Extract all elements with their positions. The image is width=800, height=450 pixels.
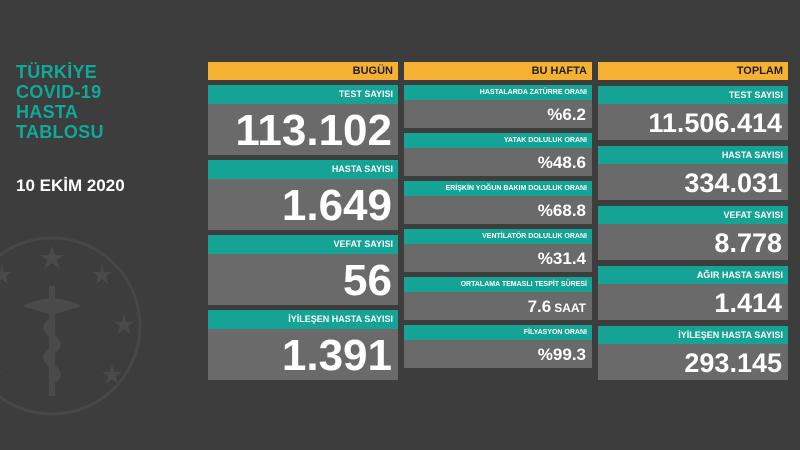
total-deaths-card: VEFAT SAYISI 8.778: [598, 206, 788, 260]
card-value: %31.4: [404, 244, 592, 272]
ministry-of-health-emblem-icon: [0, 236, 142, 416]
pneumonia-rate-card: HASTALARDA ZATÜRRE ORANI %6.2: [404, 85, 592, 128]
value-number: 7.6: [527, 297, 552, 316]
card-label: HASTA SAYISI: [208, 160, 398, 179]
card-label: VENTİLATÖR DOLULUK ORANI: [404, 229, 592, 244]
today-recovered-card: İYİLEŞEN HASTA SAYISI 1.391: [208, 310, 398, 380]
card-value: 113.102: [208, 104, 398, 155]
total-column: TOPLAM TEST SAYISI 11.506.414 HASTA SAYI…: [598, 62, 788, 380]
title-line: HASTA: [16, 102, 79, 122]
card-label: ERİŞKİN YOĞUN BAKIM DOLULUK ORANI: [404, 181, 592, 196]
title-line: COVID-19: [16, 82, 102, 102]
card-value: 8.778: [598, 224, 788, 260]
page-title: TÜRKİYE COVID-19 HASTA TABLOSU: [16, 62, 104, 142]
card-label: İYİLEŞEN HASTA SAYISI: [598, 326, 788, 344]
title-line: TABLOSU: [16, 122, 104, 142]
total-critical-card: AĞIR HASTA SAYISI 1.414: [598, 266, 788, 320]
filiation-rate-card: FİLYASYON ORANI %99.3: [404, 325, 592, 368]
card-value: %6.2: [404, 100, 592, 128]
today-test-card: TEST SAYISI 113.102: [208, 85, 398, 155]
total-cases-card: HASTA SAYISI 334.031: [598, 146, 788, 200]
card-value: 7.6 SAAT: [404, 292, 592, 320]
today-cases-card: HASTA SAYISI 1.649: [208, 160, 398, 230]
card-label: FİLYASYON ORANI: [404, 325, 592, 340]
card-value: 11.506.414: [598, 104, 788, 140]
card-label: VEFAT SAYISI: [208, 235, 398, 254]
today-column: BUGÜN TEST SAYISI 113.102 HASTA SAYISI 1…: [208, 62, 398, 380]
card-label: İYİLEŞEN HASTA SAYISI: [208, 310, 398, 329]
card-value: 334.031: [598, 164, 788, 200]
total-test-card: TEST SAYISI 11.506.414: [598, 86, 788, 140]
card-value: 1.391: [208, 329, 398, 380]
card-label: HASTALARDA ZATÜRRE ORANI: [404, 85, 592, 100]
card-value: 1.414: [598, 284, 788, 320]
value-unit: SAAT: [554, 301, 586, 315]
this-week-header: BU HAFTA: [404, 62, 592, 80]
card-label: VEFAT SAYISI: [598, 206, 788, 224]
this-week-column: BU HAFTA HASTALARDA ZATÜRRE ORANI %6.2 Y…: [404, 62, 592, 368]
card-value: 1.649: [208, 179, 398, 230]
total-recovered-card: İYİLEŞEN HASTA SAYISI 293.145: [598, 326, 788, 380]
card-value: %48.6: [404, 148, 592, 176]
total-header: TOPLAM: [598, 62, 788, 80]
card-value: %99.3: [404, 340, 592, 368]
card-label: ORTALAMA TEMASLI TESPİT SÜRESİ: [404, 277, 592, 292]
report-date: 10 EKİM 2020: [16, 176, 125, 195]
card-value: %68.8: [404, 196, 592, 224]
card-label: YATAK DOLULUK ORANI: [404, 133, 592, 148]
contact-detection-time-card: ORTALAMA TEMASLI TESPİT SÜRESİ 7.6 SAAT: [404, 277, 592, 320]
card-label: AĞIR HASTA SAYISI: [598, 266, 788, 284]
today-header: BUGÜN: [208, 62, 398, 80]
card-value: 56: [208, 254, 398, 305]
card-label: HASTA SAYISI: [598, 146, 788, 164]
ventilator-occupancy-card: VENTİLATÖR DOLULUK ORANI %31.4: [404, 229, 592, 272]
title-line: TÜRKİYE: [16, 62, 98, 82]
icu-occupancy-card: ERİŞKİN YOĞUN BAKIM DOLULUK ORANI %68.8: [404, 181, 592, 224]
card-value: 293.145: [598, 344, 788, 380]
bed-occupancy-card: YATAK DOLULUK ORANI %48.6: [404, 133, 592, 176]
card-label: TEST SAYISI: [598, 86, 788, 104]
card-label: TEST SAYISI: [208, 85, 398, 104]
today-deaths-card: VEFAT SAYISI 56: [208, 235, 398, 305]
